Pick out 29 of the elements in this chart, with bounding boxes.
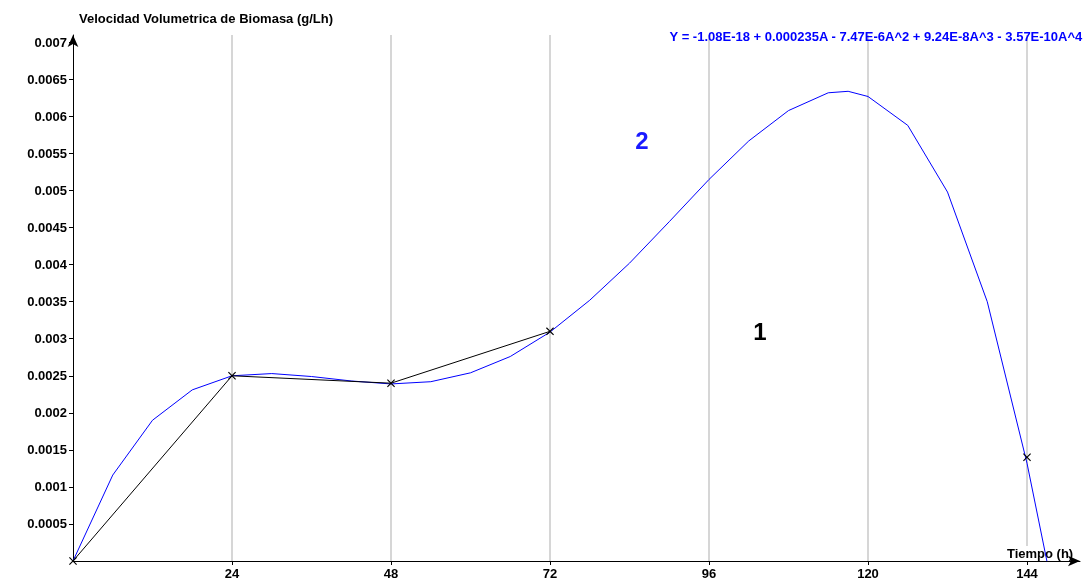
point — [1023, 453, 1031, 462]
x-axis-title: Tiempo (h) — [1007, 546, 1074, 561]
y-tick-label: 0.006 — [34, 108, 67, 124]
annotation: Y = -1.08E-18 + 0.000235A - 7.47E-6A^2 + 9.24E-8A^3 - 3.57E-10A^4 — [669, 29, 1084, 44]
annotation: 2 — [635, 126, 649, 154]
y-tick-label: 0.0045 — [27, 220, 67, 236]
x-tick-label: 120 — [857, 566, 879, 580]
x-tick-label: 96 — [701, 566, 717, 580]
y-tick-label: 0.0055 — [27, 146, 67, 162]
y-tick-label: 0.004 — [34, 257, 68, 273]
annotation: 1 — [753, 317, 767, 345]
point — [228, 371, 236, 380]
x-tick-label: 144 — [1016, 566, 1039, 580]
y-axis-title: Velocidad Volumetrica de Biomasa (g/Lh) — [79, 11, 334, 26]
y-tick-label: 0.007 — [34, 34, 67, 50]
x-tick-label: 48 — [383, 566, 399, 580]
x-tick-label: 24 — [224, 566, 240, 580]
y-tick-label: 0.0015 — [27, 442, 67, 458]
y-tick-label: 0.001 — [34, 479, 67, 495]
y-tick-label: 0.0035 — [27, 294, 67, 310]
y-tick-label: 0.0025 — [27, 368, 67, 384]
y-tick-label: 0.0005 — [27, 516, 67, 532]
x-tick-label: 72 — [542, 566, 558, 580]
point — [387, 379, 395, 388]
point — [546, 327, 554, 336]
y-tick-label: 0.003 — [34, 331, 67, 347]
y-tick-label: 0.005 — [34, 183, 67, 199]
y-tick-label: 0.002 — [34, 405, 67, 421]
y-tick-label: 0.0065 — [27, 71, 67, 87]
